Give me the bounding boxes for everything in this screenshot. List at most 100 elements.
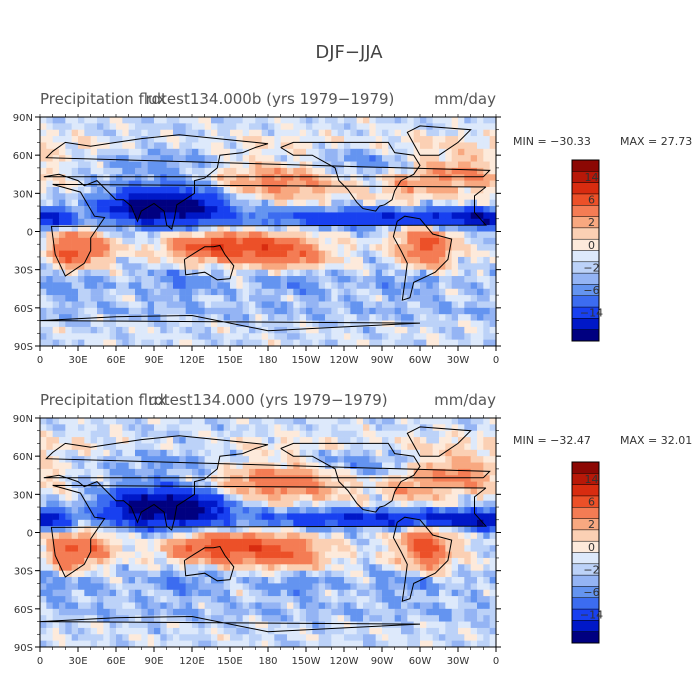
contour-cell — [52, 557, 60, 565]
contour-cell — [356, 193, 364, 200]
contour-cell — [198, 142, 205, 150]
contour-cell — [46, 129, 53, 137]
contour-cell — [109, 174, 117, 181]
contour-cell — [84, 314, 91, 321]
contour-cell — [217, 462, 224, 470]
contour-cell — [173, 424, 180, 432]
contour-cell — [280, 218, 288, 226]
contour-cell — [46, 263, 53, 270]
contour-cell — [192, 532, 199, 540]
contour-cell — [255, 487, 262, 495]
x-tick-label: 90E — [144, 355, 163, 366]
contour-cell — [401, 174, 408, 181]
contour-cell — [179, 326, 186, 334]
contour-cell — [445, 339, 452, 347]
contour-cell — [299, 148, 307, 156]
contour-cell — [432, 148, 440, 156]
contour-cell — [192, 142, 199, 150]
contour-cell — [382, 314, 389, 321]
contour-cell — [306, 430, 313, 438]
contour-cell — [394, 256, 402, 264]
contour-cell — [166, 519, 174, 527]
contour-cell — [211, 424, 218, 432]
contour-cell — [458, 589, 465, 597]
contour-cell — [458, 282, 465, 290]
contour-cell — [173, 282, 180, 290]
x-tick-label: 30E — [68, 355, 87, 366]
contour-cell — [426, 295, 433, 302]
contour-cell — [46, 123, 53, 131]
contour-cell — [46, 551, 53, 559]
contour-cell — [312, 237, 319, 245]
contour-cell — [65, 608, 72, 616]
contour-cell — [331, 449, 338, 457]
contour-cell — [337, 532, 345, 540]
contour-cell — [84, 532, 91, 540]
contour-cell — [185, 437, 193, 444]
contour-cell — [78, 269, 85, 277]
contour-cell — [445, 507, 452, 514]
contour-cell — [242, 142, 250, 150]
contour-cell — [204, 500, 212, 508]
contour-cell — [59, 437, 66, 444]
contour-cell — [312, 218, 319, 226]
contour-cell — [249, 570, 256, 578]
contour-cell — [312, 148, 319, 156]
contour-cell — [420, 424, 427, 432]
contour-cell — [420, 326, 427, 334]
contour-cell — [59, 468, 66, 476]
contour-cell — [413, 123, 421, 131]
contour-cell — [46, 418, 53, 425]
contour-cell — [483, 282, 490, 290]
contour-cell — [356, 424, 364, 432]
contour-cell — [369, 237, 376, 245]
contour-cell — [413, 237, 421, 245]
contour-cell — [458, 295, 465, 302]
contour-cell — [179, 117, 186, 124]
contour-cell — [477, 199, 484, 207]
contour-cell — [458, 225, 465, 232]
contour-cell — [407, 494, 414, 501]
contour-cell — [249, 263, 256, 270]
contour-cell — [477, 487, 484, 495]
contour-cell — [318, 589, 326, 597]
contour-cell — [160, 339, 167, 347]
contour-cell — [420, 212, 427, 220]
contour-cell — [464, 288, 471, 296]
contour-cell — [369, 320, 376, 328]
contour-cell — [116, 167, 123, 175]
contour-cell — [369, 519, 376, 527]
contour-cell — [407, 256, 414, 264]
contour-cell — [369, 513, 376, 521]
contour-cell — [97, 551, 104, 559]
contour-cell — [325, 564, 332, 571]
contour-cell — [141, 307, 148, 315]
contour-cell — [350, 276, 357, 283]
contour-cell — [268, 186, 275, 194]
contour-cell — [71, 263, 79, 270]
contour-cell — [470, 437, 478, 444]
contour-cell — [90, 148, 98, 156]
contour-cell — [451, 174, 459, 181]
contour-cell — [394, 456, 402, 463]
contour-cell — [287, 481, 294, 489]
contour-cell — [426, 326, 433, 334]
contour-cell — [261, 564, 269, 571]
contour-cell — [363, 462, 370, 470]
contour-cell — [477, 551, 484, 559]
colorbar-label: 2 — [588, 216, 595, 229]
contour-cell — [325, 437, 332, 444]
contour-cell — [375, 161, 383, 169]
contour-cell — [52, 519, 60, 527]
contour-cell — [293, 339, 300, 347]
contour-cell — [287, 301, 294, 309]
contour-cell — [470, 206, 478, 213]
contour-cell — [325, 494, 332, 501]
contour-cell — [312, 424, 319, 432]
contour-cell — [242, 418, 250, 425]
contour-cell — [236, 180, 243, 188]
contour-cell — [401, 148, 408, 156]
contour-cell — [147, 589, 155, 597]
contour-cell — [356, 123, 364, 131]
contour-cell — [122, 320, 129, 328]
